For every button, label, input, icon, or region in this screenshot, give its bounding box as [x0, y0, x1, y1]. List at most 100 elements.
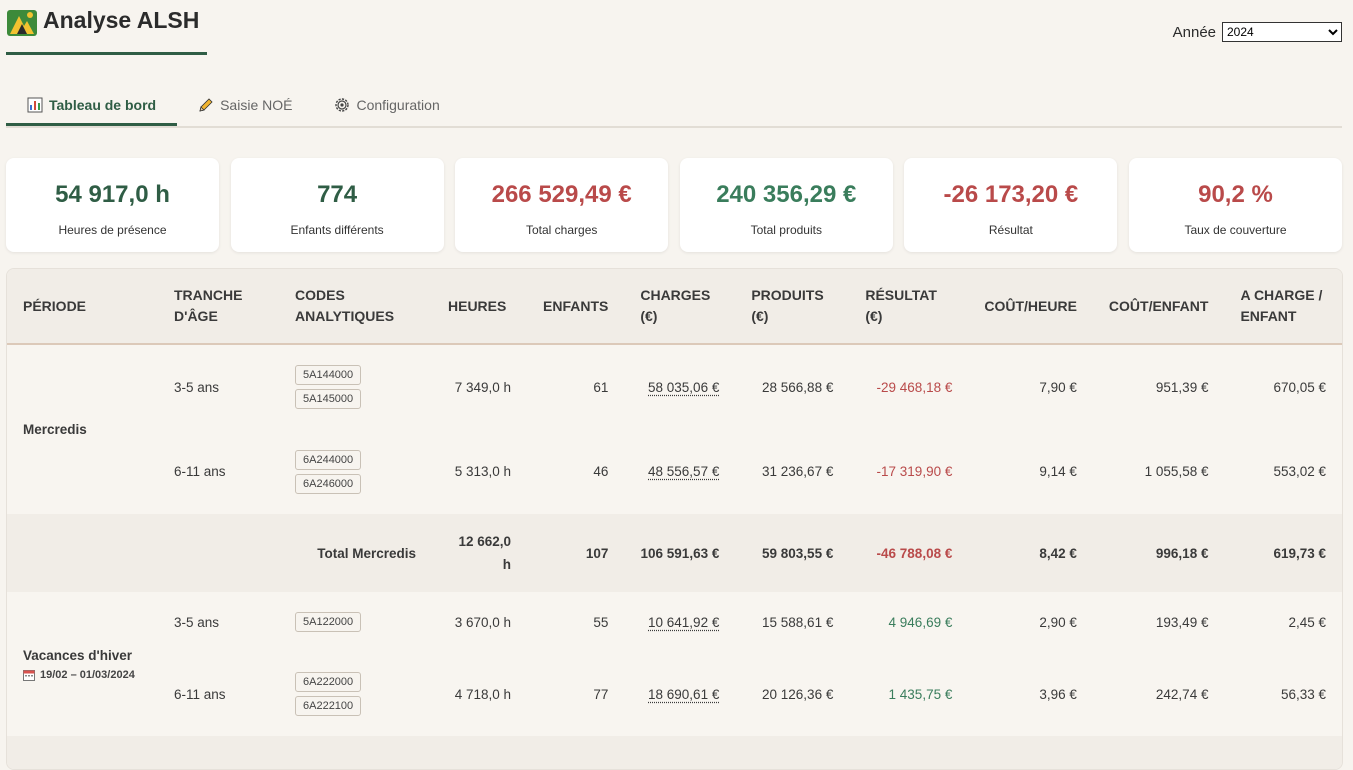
analytic-code-badge: 5A144000: [295, 365, 362, 385]
table-header-row: PÉRIODE TRANCHE D'ÂGE CODES ANALYTIQUES …: [7, 269, 1342, 345]
enfants-cell: 55: [593, 614, 609, 630]
col-header-resultat[interactable]: RÉSULTAT (€): [849, 269, 969, 345]
enfants-cell: 61: [593, 379, 609, 395]
kpi-card-couverture: 90,2 % Taux de couverture: [1128, 158, 1342, 252]
total-heures-value: 12 662,0: [458, 534, 511, 549]
analytic-code-badge: 5A122000: [295, 612, 362, 632]
tab-saisie-noe[interactable]: Saisie NOÉ: [177, 86, 313, 124]
bar-chart-icon: [27, 97, 43, 112]
charges-detail-link[interactable]: 10 641,92 €: [648, 614, 720, 630]
produits-cell: 15 588,61 €: [762, 614, 834, 630]
cout-enfant-cell: 951,39 €: [1155, 379, 1209, 395]
heures-cell: 5 313,0 h: [454, 464, 511, 479]
charges-detail-link[interactable]: 48 556,57 €: [648, 464, 720, 479]
enfants-cell: 46: [593, 464, 609, 479]
table-row: 6-11 ans 6A222000 6A222100 4 718,0 h 77 …: [7, 652, 1342, 736]
kpi-value: 266 529,49 €: [491, 181, 632, 208]
app-title: Analyse ALSH: [43, 7, 200, 33]
col-header-charges[interactable]: CHARGES (€): [624, 269, 736, 345]
period-cell: Vacances d'hiver 19/02 – 01/03/2024: [7, 592, 158, 736]
enfants-cell: 77: [593, 686, 609, 702]
table-row: 6-11 ans 6A244000 6A246000 5 313,0 h 46 …: [7, 429, 1342, 514]
analytic-code-badge: 6A222000: [295, 672, 362, 692]
cout-heure-cell: 3,96 €: [1039, 686, 1077, 702]
codes-cell: 6A244000 6A246000: [279, 429, 432, 514]
kpi-card-charges: 266 529,49 € Total charges: [455, 158, 669, 252]
gear-icon: [335, 98, 350, 112]
total-row: [7, 736, 1342, 769]
col-header-enfants[interactable]: ENFANTS: [527, 269, 625, 345]
cout-heure-cell: 2,90 €: [1039, 614, 1077, 630]
kpi-label: Résultat: [988, 223, 1033, 237]
analysis-table-container: PÉRIODE TRANCHE D'ÂGE CODES ANALYTIQUES …: [6, 268, 1343, 770]
total-charges-cell: 106 591,63 €: [624, 514, 736, 592]
period-name: Vacances d'hiver: [23, 647, 133, 663]
cout-enfant-cell: 193,49 €: [1155, 614, 1209, 630]
a-charge-cell: 553,02 €: [1273, 464, 1326, 479]
heures-cell: 3 670,0 h: [454, 614, 511, 630]
charges-cell: 58 035,06 €: [624, 344, 735, 429]
col-header-periode[interactable]: PÉRIODE: [7, 269, 158, 345]
col-header-tranche[interactable]: TRANCHE D'ÂGE: [158, 269, 279, 345]
col-header-cout-enfant[interactable]: COÛT/ENFANT: [1092, 269, 1225, 345]
codes-cell: 5A144000 5A145000: [279, 344, 432, 429]
col-header-a-charge[interactable]: A CHARGE / ENFANT: [1224, 269, 1342, 345]
kpi-value: 774: [317, 181, 358, 208]
resultat-cell: -29 468,18 €: [876, 379, 953, 395]
period-cell: Mercredis: [7, 344, 158, 514]
age-cell: 3-5 ans: [174, 614, 220, 630]
kpi-label: Total charges: [526, 223, 598, 237]
year-label: Année: [1172, 23, 1216, 41]
kpi-label: Taux de couverture: [1184, 223, 1287, 237]
heures-cell: 4 718,0 h: [454, 686, 511, 702]
total-row-cut-off: [7, 736, 1342, 769]
tab-tableau-de-bord[interactable]: Tableau de bord: [6, 86, 178, 126]
kpi-label: Total produits: [750, 223, 822, 237]
tab-label: Tableau de bord: [49, 96, 157, 113]
analytic-code-badge: 5A145000: [295, 389, 362, 409]
a-charge-cell: 2,45 €: [1288, 614, 1326, 630]
col-header-heures[interactable]: HEURES: [432, 269, 527, 345]
resultat-cell: 4 946,69 €: [888, 614, 953, 630]
tab-label: Saisie NOÉ: [220, 97, 293, 113]
cout-heure-cell: 9,14 €: [1039, 464, 1077, 479]
total-produits-cell: 59 803,55 €: [735, 514, 850, 592]
total-cout-enfant-cell: 996,18 €: [1092, 514, 1225, 592]
main-tabs: Tableau de bord Saisie NOÉ Configuration: [6, 86, 1342, 128]
codes-cell: 5A122000: [279, 592, 432, 652]
charges-detail-link[interactable]: 58 035,06 €: [648, 379, 720, 395]
produits-cell: 20 126,36 €: [762, 686, 834, 702]
app-header: Analyse ALSH Année 2024: [6, 0, 1342, 60]
col-header-codes[interactable]: CODES ANALYTIQUES: [279, 269, 432, 345]
charges-cell: 10 641,92 €: [624, 592, 735, 652]
period-dates-text: 19/02 – 01/03/2024: [40, 668, 135, 681]
total-heures-unit: h: [502, 557, 511, 572]
kpi-value: 90,2 %: [1198, 181, 1273, 208]
year-picker: Année 2024: [1173, 22, 1342, 42]
codes-cell: 6A222000 6A222100: [279, 652, 432, 736]
total-heures-cell: 12 662,0 h: [432, 514, 527, 592]
col-header-produits[interactable]: PRODUITS (€): [735, 269, 850, 345]
analytic-code-badge: 6A222100: [295, 696, 362, 716]
total-label: Total Mercredis: [7, 514, 432, 592]
charges-detail-link[interactable]: 18 690,61 €: [648, 686, 720, 702]
calendar-icon: [23, 669, 35, 681]
table-row: Vacances d'hiver 19/02 – 01/03/2024 3-5 …: [7, 592, 1342, 681]
cout-heure-cell: 7,90 €: [1039, 379, 1077, 395]
kpi-card-resultat: -26 173,20 € Résultat: [904, 158, 1118, 252]
year-select[interactable]: 2024: [1222, 22, 1342, 42]
cout-enfant-cell: 1 055,58 €: [1144, 464, 1209, 479]
period-name: Mercredis: [23, 422, 87, 437]
total-a-charge-cell: 619,73 €: [1224, 514, 1342, 592]
resultat-cell: 1 435,75 €: [888, 686, 953, 702]
age-cell: 3-5 ans: [174, 379, 220, 395]
age-cell: 6-11 ans: [174, 686, 226, 702]
camp-tent-logo-icon: [7, 10, 37, 36]
period-dates: 19/02 – 01/03/2024: [23, 669, 142, 681]
kpi-card-enfants: 774 Enfants différents: [230, 158, 444, 252]
charges-cell: 48 556,57 €: [624, 429, 735, 514]
produits-cell: 28 566,88 €: [762, 379, 834, 395]
total-row: Total Mercredis 12 662,0 h 107 106 591,6…: [7, 514, 1342, 592]
col-header-cout-heure[interactable]: COÛT/HEURE: [968, 269, 1093, 345]
tab-configuration[interactable]: Configuration: [313, 86, 460, 124]
